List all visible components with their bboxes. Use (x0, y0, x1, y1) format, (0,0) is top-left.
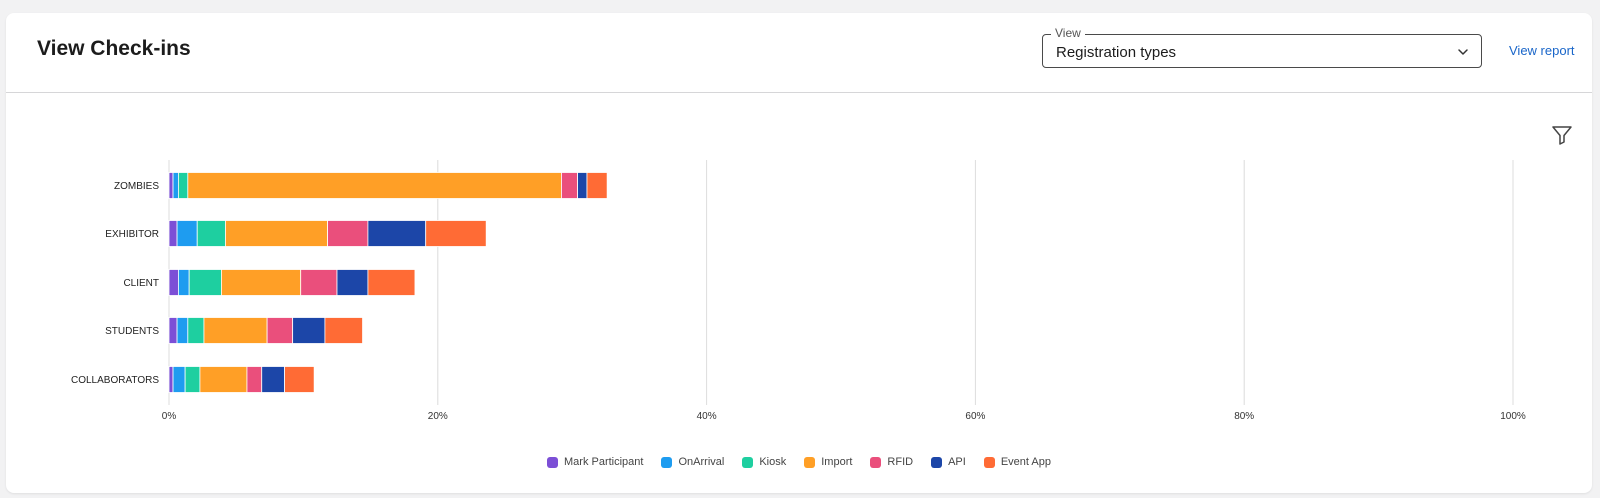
legend-label: Kiosk (759, 456, 787, 468)
view-report-link[interactable]: View report (1509, 43, 1575, 58)
y-category-label: ZOMBIES (114, 181, 159, 192)
bar-segment (266, 317, 294, 344)
legend-swatch (661, 456, 673, 468)
bar-segment (324, 317, 363, 344)
x-tick-label: 100% (1500, 411, 1526, 422)
legend-item[interactable]: Kiosk (742, 456, 786, 468)
page-title: View Check-ins (37, 37, 191, 60)
bar-segment (178, 172, 189, 199)
bar-segment (188, 269, 222, 296)
bar-segment (168, 220, 178, 247)
bar-segment (246, 366, 263, 393)
chevron-down-icon (1458, 49, 1468, 55)
legend-swatch (742, 456, 754, 468)
bar-segment (336, 269, 369, 296)
bar-segment (561, 172, 578, 199)
legend-label: API (948, 456, 966, 468)
filter-icon[interactable] (1550, 123, 1574, 147)
legend-label: RFID (887, 456, 914, 468)
view-select-label: View (1051, 26, 1085, 40)
bar-segment (292, 317, 326, 344)
bar-segment (176, 220, 198, 247)
x-tick-label: 60% (965, 411, 985, 422)
bar-segment (172, 366, 186, 393)
legend-item[interactable]: Event App (983, 456, 1051, 468)
chart-legend: Mark Participant OnArrival Kiosk Import RFID… (6, 456, 1592, 468)
bar-segment (203, 317, 268, 344)
legend-label: OnArrival (678, 456, 725, 468)
legend-swatch (983, 456, 995, 468)
legend-item[interactable]: RFID (870, 456, 913, 468)
bar-segment (425, 220, 487, 247)
legend-item[interactable]: Import (804, 456, 852, 468)
x-tick-label: 80% (1234, 411, 1254, 422)
bar-segment (168, 172, 174, 199)
bar-segment (586, 172, 608, 199)
legend-label: Mark Participant (564, 456, 644, 468)
bar-segment (367, 220, 427, 247)
bar-segment (225, 220, 328, 247)
bar-segment (261, 366, 285, 393)
bar-segment (184, 366, 201, 393)
y-category-label: CLIENT (123, 278, 159, 289)
bar-segment (300, 269, 338, 296)
bar-segment (196, 220, 226, 247)
bar-segment (172, 172, 179, 199)
legend-label: Import (821, 456, 853, 468)
bar-segment (577, 172, 588, 199)
legend-item[interactable]: Mark Participant (547, 456, 643, 468)
bar-segment (176, 317, 189, 344)
bar-segment (178, 269, 190, 296)
bar-segment (327, 220, 369, 247)
bar-segment (367, 269, 416, 296)
bar-segment (199, 366, 248, 393)
bar-segment (187, 317, 205, 344)
legend-item[interactable]: OnArrival (661, 456, 724, 468)
legend-label: Event App (1000, 456, 1051, 468)
legend-swatch (870, 456, 882, 468)
legend-swatch (547, 456, 558, 468)
check-ins-card: View Check-ins View Registration types V… (6, 13, 1592, 493)
bar-segment (187, 172, 562, 199)
bar-segment (168, 366, 174, 393)
view-select[interactable]: View Registration types (1042, 26, 1482, 68)
legend-swatch (931, 456, 943, 468)
x-tick-label: 40% (697, 411, 717, 422)
bar-segment (221, 269, 302, 296)
view-select-value: Registration types (1056, 44, 1177, 61)
bar-segment (168, 269, 179, 296)
legend-item[interactable]: API (931, 456, 966, 468)
y-category-label: COLLABORATORS (71, 375, 159, 386)
stacked-bar-chart: 0% 20% 40% 60% 80% 100% ZOMBIES EXHIBITOR CLIENT… (71, 160, 1526, 422)
card-header: View Check-ins View Registration types V… (6, 13, 1592, 93)
y-category-label: STUDENTS (105, 326, 159, 337)
bar-segment (284, 366, 315, 393)
bar-segment (168, 317, 178, 344)
x-tick-label: 20% (428, 411, 448, 422)
legend-swatch (804, 456, 816, 468)
x-tick-label: 0% (162, 411, 177, 422)
y-category-label: EXHIBITOR (105, 229, 159, 240)
